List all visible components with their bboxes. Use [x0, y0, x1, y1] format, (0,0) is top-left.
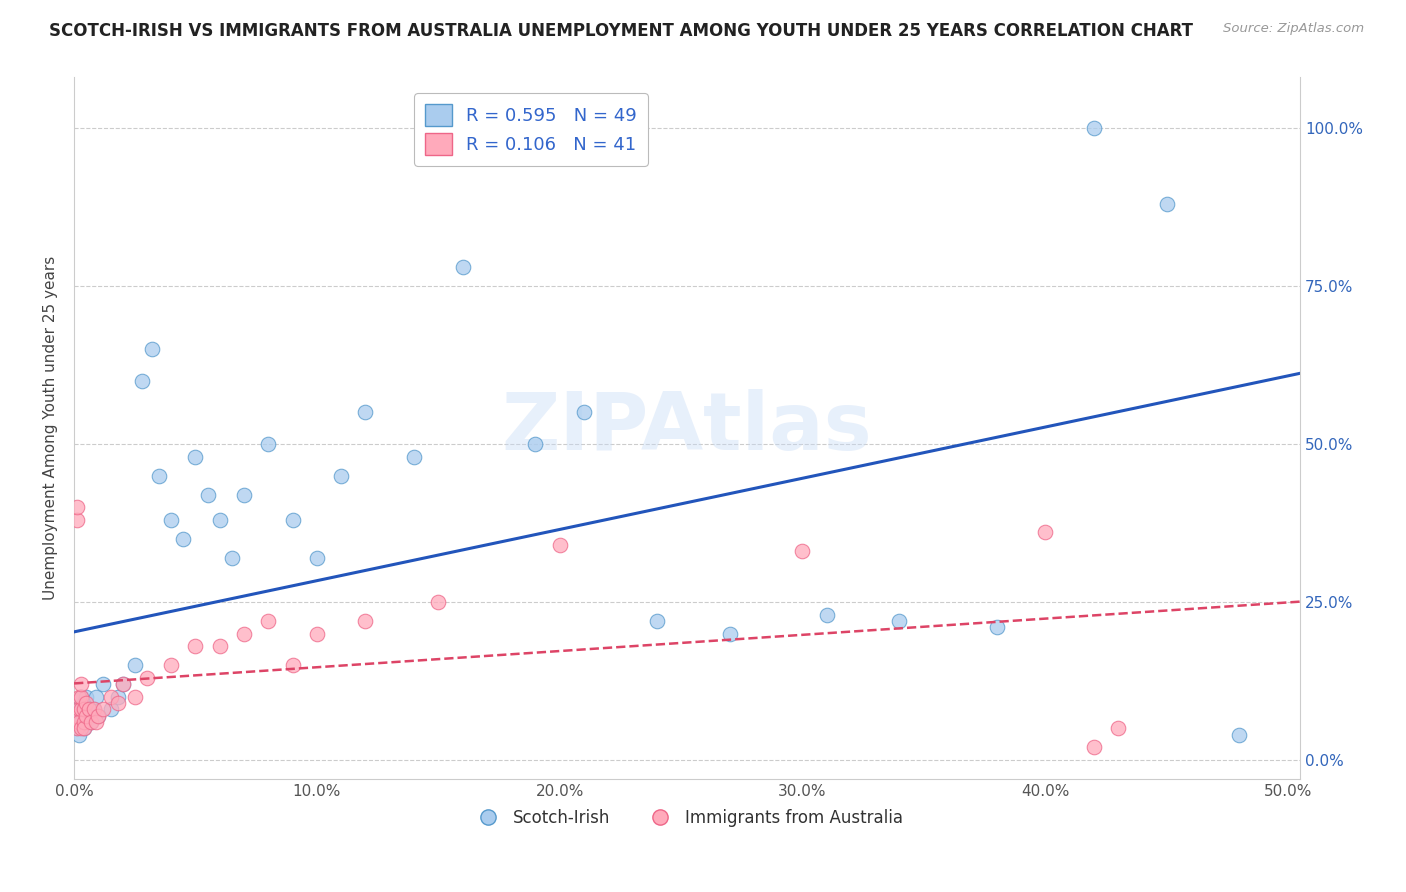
Point — [221, 550, 243, 565]
Point — [84, 714, 107, 729]
Point — [889, 614, 911, 628]
Point — [70, 677, 93, 691]
Point — [184, 450, 207, 464]
Point — [67, 708, 90, 723]
Point — [73, 696, 96, 710]
Point — [111, 677, 134, 691]
Point — [87, 708, 110, 723]
Point — [91, 677, 114, 691]
Point — [83, 702, 105, 716]
Point — [84, 690, 107, 704]
Point — [70, 702, 93, 716]
Point — [100, 690, 122, 704]
Point — [65, 702, 87, 716]
Point — [65, 500, 87, 515]
Text: ZIPAtlas: ZIPAtlas — [502, 389, 873, 467]
Point — [75, 714, 97, 729]
Point — [73, 714, 96, 729]
Point — [73, 722, 96, 736]
Point — [131, 374, 153, 388]
Point — [197, 487, 219, 501]
Point — [281, 513, 304, 527]
Point — [67, 702, 90, 716]
Point — [100, 702, 122, 716]
Point — [233, 487, 256, 501]
Point — [75, 690, 97, 704]
Point — [354, 405, 377, 419]
Point — [402, 450, 425, 464]
Point — [124, 658, 146, 673]
Point — [80, 714, 103, 729]
Point — [67, 714, 90, 729]
Point — [75, 708, 97, 723]
Point — [75, 696, 97, 710]
Point — [1033, 525, 1056, 540]
Point — [281, 658, 304, 673]
Legend: Scotch-Irish, Immigrants from Australia: Scotch-Irish, Immigrants from Australia — [464, 803, 910, 834]
Point — [305, 550, 328, 565]
Point — [184, 639, 207, 653]
Point — [257, 437, 280, 451]
Text: Source: ZipAtlas.com: Source: ZipAtlas.com — [1223, 22, 1364, 36]
Point — [65, 708, 87, 723]
Point — [451, 260, 474, 274]
Point — [718, 626, 741, 640]
Point — [160, 658, 183, 673]
Y-axis label: Unemployment Among Youth under 25 years: Unemployment Among Youth under 25 years — [44, 256, 58, 600]
Point — [148, 468, 170, 483]
Text: SCOTCH-IRISH VS IMMIGRANTS FROM AUSTRALIA UNEMPLOYMENT AMONG YOUTH UNDER 25 YEAR: SCOTCH-IRISH VS IMMIGRANTS FROM AUSTRALI… — [49, 22, 1194, 40]
Point — [124, 690, 146, 704]
Point — [67, 690, 90, 704]
Point — [548, 538, 571, 552]
Point — [67, 728, 90, 742]
Point — [160, 513, 183, 527]
Point — [1156, 197, 1178, 211]
Point — [172, 532, 194, 546]
Point — [208, 639, 231, 653]
Point — [305, 626, 328, 640]
Point — [77, 702, 100, 716]
Point — [75, 708, 97, 723]
Point — [107, 690, 129, 704]
Point — [792, 544, 814, 558]
Point — [83, 702, 105, 716]
Point — [1083, 120, 1105, 135]
Point — [65, 722, 87, 736]
Point — [986, 620, 1008, 634]
Point — [645, 614, 668, 628]
Point — [524, 437, 547, 451]
Point — [141, 342, 163, 356]
Point — [427, 595, 450, 609]
Point — [330, 468, 353, 483]
Point — [87, 708, 110, 723]
Point — [70, 690, 93, 704]
Point — [354, 614, 377, 628]
Point — [70, 702, 93, 716]
Point — [1227, 728, 1250, 742]
Point — [80, 714, 103, 729]
Point — [1107, 722, 1129, 736]
Point — [111, 677, 134, 691]
Point — [73, 702, 96, 716]
Point — [107, 696, 129, 710]
Point — [815, 607, 838, 622]
Point — [233, 626, 256, 640]
Point — [65, 722, 87, 736]
Point — [135, 671, 157, 685]
Point — [70, 690, 93, 704]
Point — [65, 513, 87, 527]
Point — [91, 702, 114, 716]
Point — [70, 722, 93, 736]
Point — [572, 405, 595, 419]
Point — [77, 702, 100, 716]
Point — [70, 714, 93, 729]
Point — [257, 614, 280, 628]
Point — [1083, 740, 1105, 755]
Point — [73, 722, 96, 736]
Point — [208, 513, 231, 527]
